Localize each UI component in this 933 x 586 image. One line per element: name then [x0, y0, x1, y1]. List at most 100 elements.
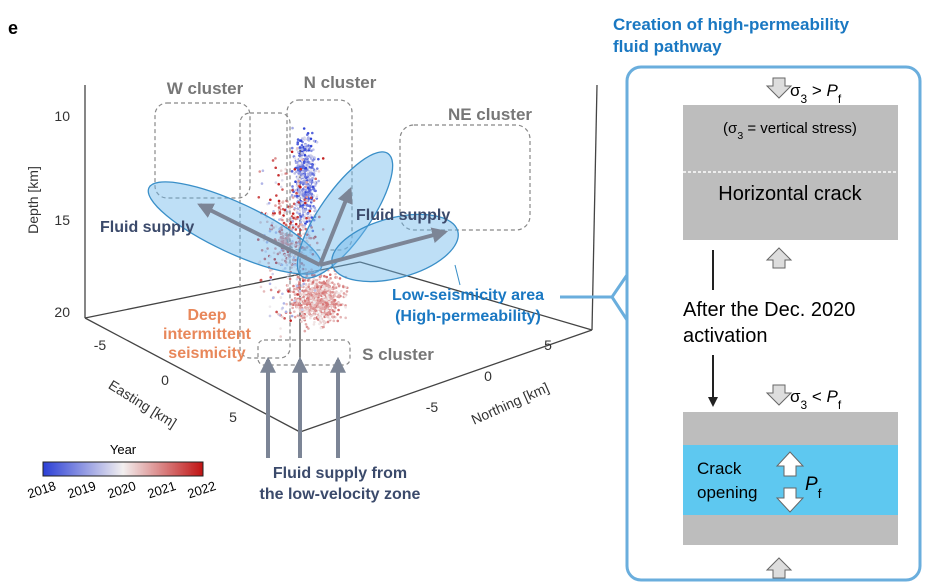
event — [308, 147, 311, 150]
crack-opening: Crack — [697, 459, 742, 478]
event — [304, 206, 307, 209]
event — [274, 157, 277, 160]
event — [310, 149, 313, 152]
event — [294, 218, 297, 221]
event — [326, 288, 329, 291]
event — [307, 161, 310, 164]
event — [309, 154, 312, 157]
tick-label: 5 — [229, 409, 237, 425]
text-part: σ — [790, 387, 801, 406]
event — [293, 172, 296, 175]
event — [305, 199, 308, 202]
event — [306, 213, 309, 216]
event — [278, 200, 281, 203]
event — [304, 154, 307, 157]
event — [321, 292, 324, 295]
event — [317, 308, 320, 311]
event — [299, 290, 302, 293]
event — [274, 286, 277, 289]
event — [339, 316, 342, 319]
annotation: Deep — [187, 307, 226, 324]
event — [309, 280, 312, 283]
event — [332, 320, 335, 323]
event — [272, 159, 275, 162]
event — [292, 291, 295, 294]
event — [321, 307, 324, 310]
event — [297, 299, 300, 302]
event — [299, 146, 302, 149]
event — [306, 164, 309, 167]
event — [296, 278, 299, 281]
event — [297, 314, 300, 317]
event — [330, 288, 333, 291]
event — [309, 171, 312, 174]
event — [322, 313, 325, 316]
event — [297, 164, 300, 167]
event — [304, 214, 307, 217]
cluster-label: NE cluster — [448, 105, 532, 124]
event — [320, 327, 323, 330]
event — [277, 291, 280, 294]
event — [289, 319, 292, 322]
event — [303, 219, 306, 222]
event — [268, 202, 271, 205]
event — [283, 317, 286, 320]
colorbar-tick: 2019 — [66, 478, 98, 501]
event — [311, 173, 314, 176]
axis-label: Depth [km] — [25, 166, 41, 234]
event — [293, 300, 296, 303]
event — [308, 283, 311, 286]
event — [307, 132, 310, 135]
event — [283, 211, 286, 214]
event — [300, 208, 303, 211]
cluster-label: S cluster — [362, 345, 434, 364]
event — [312, 281, 315, 284]
event — [305, 315, 308, 318]
event — [336, 313, 339, 316]
event — [258, 170, 261, 173]
event — [283, 302, 286, 305]
colorbar-tick: 2018 — [26, 478, 58, 501]
event — [311, 132, 314, 135]
text-part: < — [807, 387, 826, 406]
event — [275, 194, 278, 197]
event — [322, 310, 325, 313]
event — [323, 281, 326, 284]
event — [310, 307, 313, 310]
event — [323, 324, 326, 327]
event — [302, 226, 305, 229]
event — [294, 157, 297, 160]
cluster-label: N cluster — [304, 73, 377, 92]
event — [291, 170, 294, 173]
event — [319, 302, 322, 305]
event — [314, 207, 317, 210]
event — [285, 303, 288, 306]
event — [296, 147, 299, 150]
event — [302, 279, 305, 282]
event — [305, 217, 308, 220]
event — [307, 204, 310, 207]
event — [293, 207, 296, 210]
event — [329, 296, 332, 299]
event — [327, 321, 330, 324]
event — [304, 148, 307, 151]
event — [275, 181, 278, 184]
event — [298, 188, 301, 191]
event — [303, 316, 306, 319]
event — [304, 137, 307, 140]
event — [284, 209, 287, 212]
event — [280, 186, 283, 189]
event — [344, 295, 347, 298]
event — [305, 196, 308, 199]
event — [282, 200, 285, 203]
event — [313, 321, 316, 324]
figure: e W cluster N cluster NE cluster S clust… — [0, 0, 933, 586]
event — [295, 192, 298, 195]
event — [269, 315, 272, 318]
panel-label: e — [8, 18, 18, 38]
event — [309, 214, 312, 217]
event — [291, 189, 294, 192]
event — [333, 299, 336, 302]
event — [297, 183, 300, 186]
event — [302, 293, 305, 296]
